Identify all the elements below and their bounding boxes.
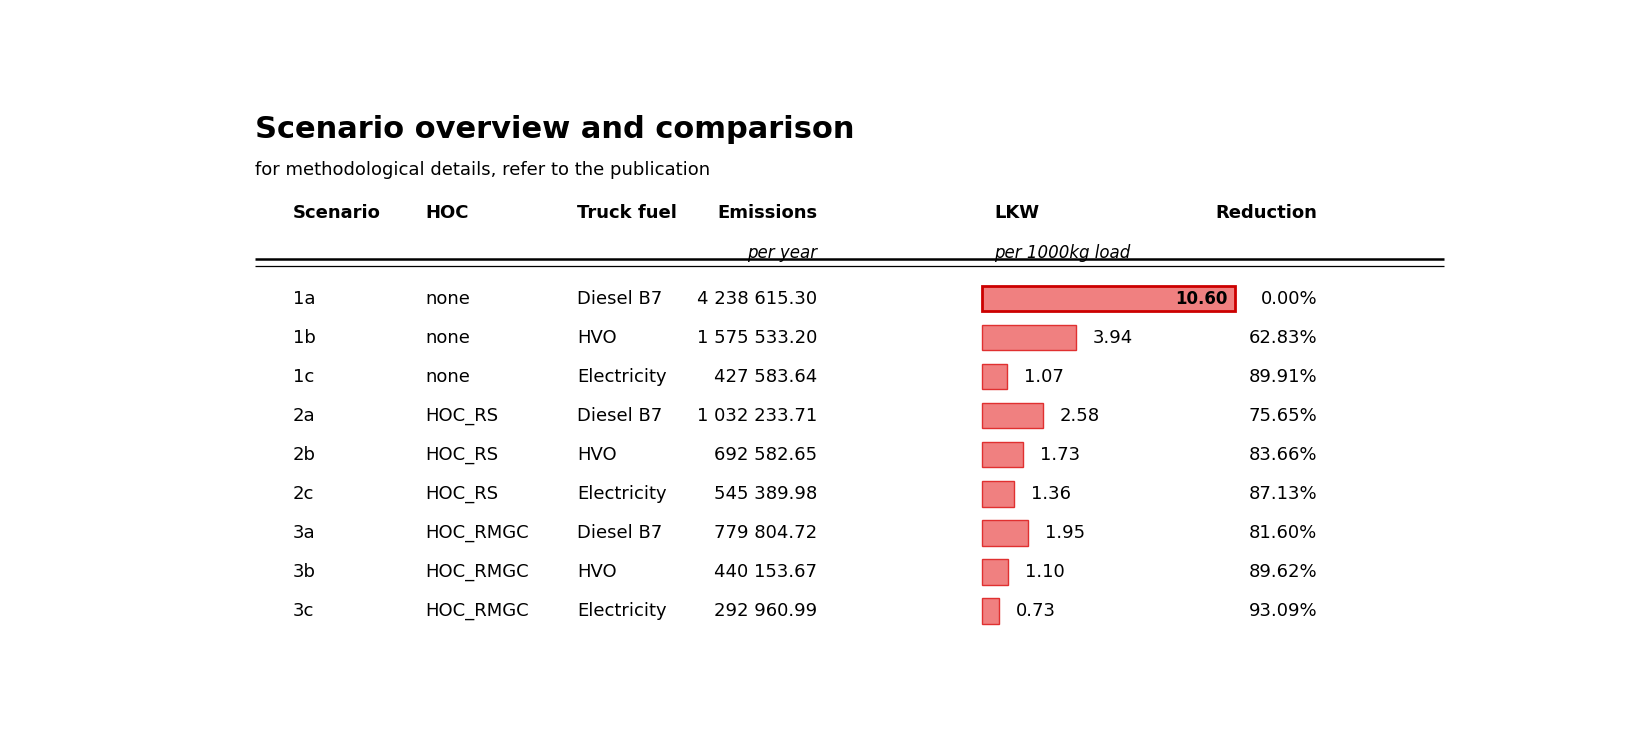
Text: 93.09%: 93.09% (1248, 602, 1317, 620)
Text: 89.91%: 89.91% (1248, 368, 1317, 386)
Text: 3c: 3c (292, 602, 313, 620)
Text: 440 153.67: 440 153.67 (715, 562, 818, 581)
Text: 81.60%: 81.60% (1248, 524, 1317, 542)
Text: 2b: 2b (292, 446, 315, 464)
Text: 2a: 2a (292, 407, 315, 425)
Bar (982, 364, 1007, 390)
Text: 1.07: 1.07 (1023, 368, 1064, 386)
Bar (982, 520, 1028, 545)
Text: 1.36: 1.36 (1031, 485, 1071, 503)
Text: 1.95: 1.95 (1044, 524, 1085, 542)
Text: 3a: 3a (292, 524, 315, 542)
Text: Electricity: Electricity (578, 368, 667, 386)
Text: HOC_RS: HOC_RS (426, 485, 498, 503)
Text: Diesel B7: Diesel B7 (578, 407, 663, 425)
Text: Emissions: Emissions (718, 204, 818, 222)
Text: 87.13%: 87.13% (1248, 485, 1317, 503)
Text: 3b: 3b (292, 562, 315, 581)
Text: 545 389.98: 545 389.98 (715, 485, 818, 503)
Text: Scenario overview and comparison: Scenario overview and comparison (255, 115, 854, 145)
Text: 10.60: 10.60 (1175, 290, 1227, 308)
Text: 2c: 2c (292, 485, 313, 503)
Bar (982, 286, 1235, 311)
Text: 75.65%: 75.65% (1248, 407, 1317, 425)
Text: none: none (426, 329, 470, 346)
Text: Diesel B7: Diesel B7 (578, 524, 663, 542)
Text: 1c: 1c (292, 368, 313, 386)
Text: Electricity: Electricity (578, 485, 667, 503)
Text: 2.58: 2.58 (1059, 407, 1100, 425)
Text: LKW: LKW (994, 204, 1040, 222)
Text: 4 238 615.30: 4 238 615.30 (697, 290, 818, 308)
Text: 692 582.65: 692 582.65 (715, 446, 818, 464)
Text: HOC_RMGC: HOC_RMGC (426, 602, 529, 620)
Text: 779 804.72: 779 804.72 (715, 524, 818, 542)
Text: HOC_RS: HOC_RS (426, 407, 498, 425)
Text: 62.83%: 62.83% (1248, 329, 1317, 346)
Text: 1 575 533.20: 1 575 533.20 (697, 329, 818, 346)
Text: 292 960.99: 292 960.99 (715, 602, 818, 620)
Text: Electricity: Electricity (578, 602, 667, 620)
Text: 1.73: 1.73 (1040, 446, 1080, 464)
Bar (982, 481, 1015, 507)
Text: HOC: HOC (426, 204, 468, 222)
Text: 3.94: 3.94 (1092, 329, 1133, 346)
Text: 89.62%: 89.62% (1248, 562, 1317, 581)
Text: HOC_RMGC: HOC_RMGC (426, 524, 529, 542)
Bar (982, 442, 1023, 468)
Text: Scenario: Scenario (292, 204, 380, 222)
Text: 0.00%: 0.00% (1260, 290, 1317, 308)
Text: Reduction: Reduction (1216, 204, 1317, 222)
Text: 427 583.64: 427 583.64 (715, 368, 818, 386)
Bar (982, 598, 999, 624)
Text: 1 032 233.71: 1 032 233.71 (697, 407, 818, 425)
Text: HVO: HVO (578, 329, 617, 346)
Text: 1.10: 1.10 (1025, 562, 1064, 581)
Text: HOC_RS: HOC_RS (426, 446, 498, 464)
Bar (982, 403, 1043, 428)
Text: 1a: 1a (292, 290, 315, 308)
Text: per year: per year (747, 244, 818, 262)
Text: none: none (426, 290, 470, 308)
Text: HOC_RMGC: HOC_RMGC (426, 562, 529, 581)
Text: HVO: HVO (578, 562, 617, 581)
Text: 83.66%: 83.66% (1248, 446, 1317, 464)
Text: Diesel B7: Diesel B7 (578, 290, 663, 308)
Text: 1b: 1b (292, 329, 315, 346)
Bar (982, 559, 1009, 585)
Text: for methodological details, refer to the publication: for methodological details, refer to the… (255, 161, 710, 179)
Text: none: none (426, 368, 470, 386)
Text: per 1000kg load: per 1000kg load (994, 244, 1131, 262)
Text: 0.73: 0.73 (1015, 602, 1056, 620)
Text: Truck fuel: Truck fuel (578, 204, 677, 222)
Text: HVO: HVO (578, 446, 617, 464)
Bar (982, 325, 1075, 350)
